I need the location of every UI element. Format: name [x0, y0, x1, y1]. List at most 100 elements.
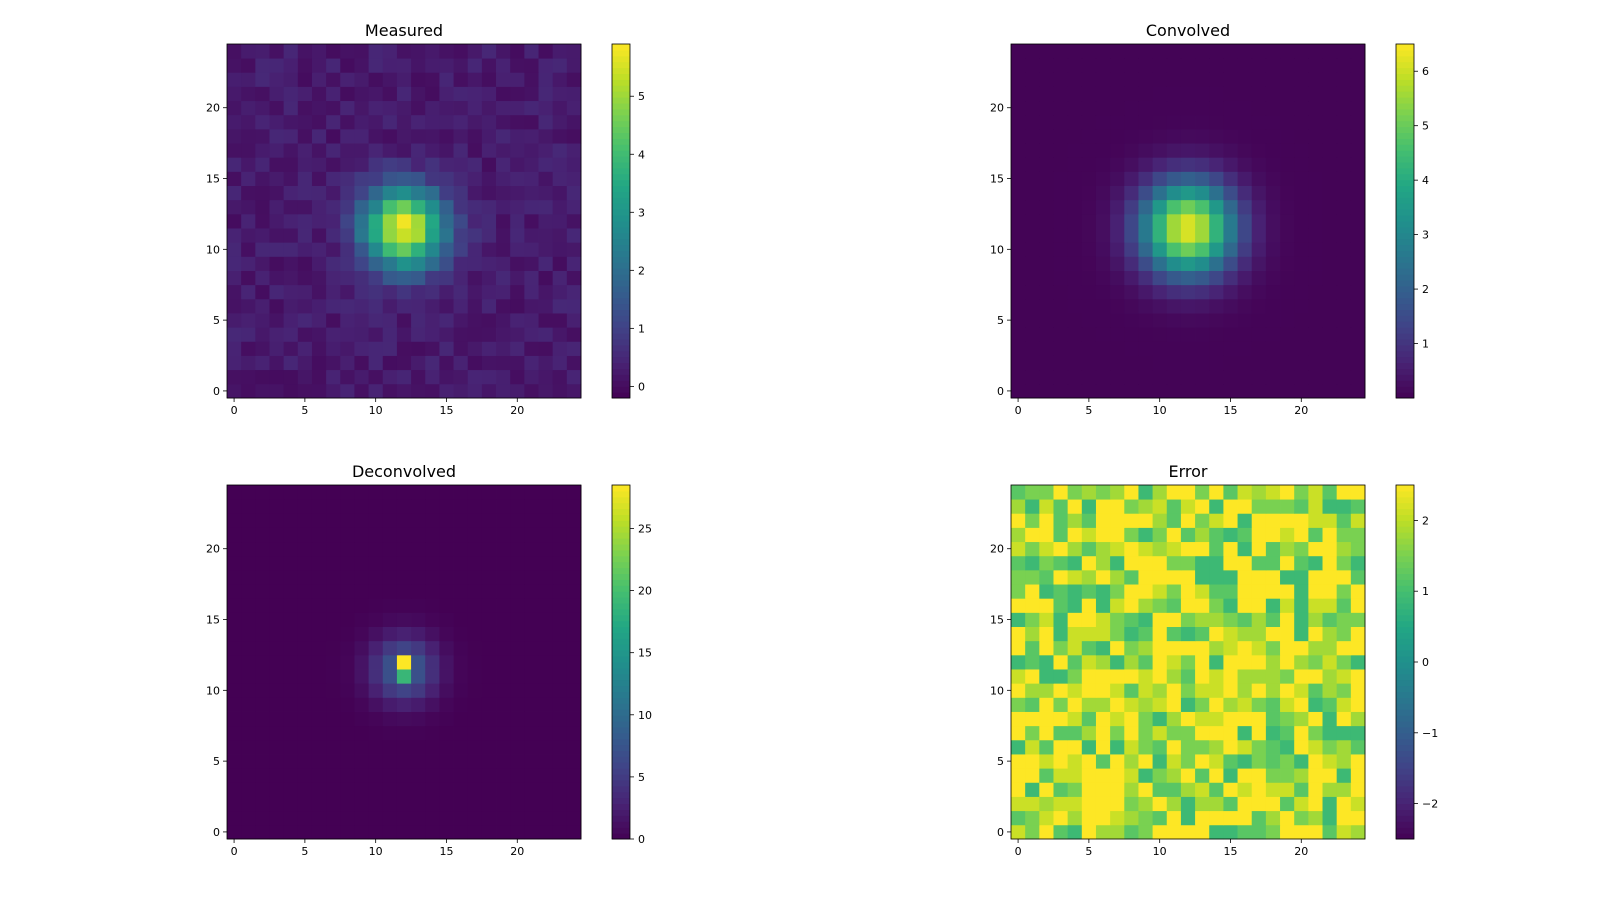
heatmap-cell — [1209, 683, 1224, 698]
heatmap-cell — [1180, 114, 1196, 130]
heatmap-cell — [1081, 171, 1097, 186]
heatmap-cell — [453, 683, 469, 698]
heatmap-cell — [1166, 485, 1182, 500]
heatmap-cell — [1110, 569, 1125, 585]
heatmap-cell — [1294, 796, 1309, 812]
heatmap-cell — [1067, 782, 1083, 797]
colorbar-segment — [1396, 744, 1414, 751]
colorbar-segment — [612, 374, 630, 381]
heatmap-cell — [1223, 44, 1238, 59]
colorbar-segment — [1396, 221, 1414, 228]
heatmap-cell — [510, 768, 525, 783]
heatmap-cell — [1124, 584, 1139, 599]
heatmap-cell — [1336, 242, 1352, 257]
heatmap-cell — [566, 199, 582, 215]
heatmap-cell — [566, 796, 582, 812]
heatmap-cell — [1322, 584, 1338, 599]
heatmap-cell — [496, 242, 511, 257]
heatmap-cell — [1067, 739, 1083, 755]
heatmap-cell — [552, 796, 568, 812]
heatmap-cell — [496, 569, 511, 585]
colorbar-segment — [1396, 803, 1414, 810]
heatmap-cell — [1280, 612, 1295, 627]
heatmap-cell — [411, 626, 426, 642]
colorbar-segment — [1396, 815, 1414, 822]
heatmap-cell — [1039, 584, 1054, 599]
heatmap-cell — [425, 256, 440, 271]
heatmap-cell — [453, 711, 469, 727]
heatmap-cell — [1067, 485, 1083, 500]
heatmap-cell — [411, 256, 426, 271]
colorbar-segment — [612, 327, 630, 334]
heatmap-cell — [1280, 782, 1295, 797]
heatmap-cell — [1180, 513, 1196, 528]
heatmap-cell — [396, 782, 412, 797]
heatmap-cell — [481, 697, 497, 712]
heatmap-cell — [1251, 598, 1267, 613]
colorbar-segment — [612, 350, 630, 358]
heatmap-cell — [481, 185, 497, 201]
heatmap-cell — [255, 640, 270, 656]
heatmap-cell — [311, 341, 327, 356]
heatmap-cell — [1152, 640, 1168, 656]
heatmap-cell — [297, 485, 313, 500]
heatmap-cell — [241, 100, 256, 116]
heatmap-cell — [1067, 213, 1083, 229]
heatmap-cell — [566, 485, 582, 500]
colorbar-segment — [1396, 344, 1414, 352]
heatmap-cell — [481, 313, 497, 328]
heatmap-cell — [1095, 640, 1111, 656]
colorbar-segment — [1396, 79, 1414, 86]
heatmap-cell — [425, 768, 440, 783]
heatmap-cell — [1280, 796, 1295, 812]
heatmap-cell — [1067, 171, 1083, 186]
heatmap-cell — [1195, 213, 1210, 229]
heatmap-cell — [439, 313, 454, 328]
heatmap-cell — [1308, 256, 1323, 271]
heatmap-cell — [538, 485, 554, 500]
heatmap-cell — [1336, 157, 1352, 172]
heatmap-cell — [481, 114, 497, 130]
heatmap-cell — [1223, 114, 1238, 130]
x-tick-label: 20 — [510, 404, 524, 417]
heatmap-cell — [1308, 369, 1323, 385]
heatmap-cell — [425, 626, 440, 642]
heatmap-cell — [1067, 824, 1083, 840]
heatmap-cell — [1195, 485, 1210, 500]
heatmap-cell — [311, 213, 327, 229]
heatmap-cell — [1053, 541, 1069, 557]
heatmap-cell — [1180, 725, 1196, 741]
heatmap-cell — [524, 72, 539, 87]
heatmap-cell — [510, 327, 525, 342]
heatmap-cell — [396, 527, 412, 543]
colorbar-segment — [1396, 256, 1414, 263]
heatmap-cell — [283, 199, 299, 215]
heatmap-cell — [496, 100, 511, 116]
heatmap-cell — [411, 199, 426, 215]
heatmap-cell — [1322, 810, 1338, 826]
heatmap-cell — [1336, 171, 1352, 186]
heatmap-cell — [1152, 185, 1168, 201]
heatmap-cell — [524, 383, 539, 399]
heatmap-cell — [481, 355, 497, 371]
heatmap-cell — [439, 513, 454, 528]
heatmap-cell — [354, 157, 369, 172]
heatmap-cell — [1166, 199, 1182, 215]
heatmap-cell — [1138, 612, 1153, 627]
heatmap-cell — [1195, 44, 1210, 59]
heatmap-cell — [496, 683, 511, 698]
heatmap-cell — [496, 383, 511, 399]
colorbar-segment — [1396, 309, 1414, 316]
heatmap-cell — [552, 824, 568, 840]
heatmap-cell — [481, 86, 497, 102]
heatmap-cell — [1081, 555, 1097, 571]
heatmap-cell — [1237, 72, 1253, 87]
heatmap-cell — [439, 569, 454, 585]
colorbar-segment — [612, 620, 630, 628]
heatmap-cell — [326, 555, 341, 571]
heatmap-cell — [283, 485, 299, 500]
heatmap-cell — [1095, 256, 1111, 271]
heatmap-cell — [1138, 228, 1153, 243]
heatmap-cell — [1110, 669, 1125, 684]
